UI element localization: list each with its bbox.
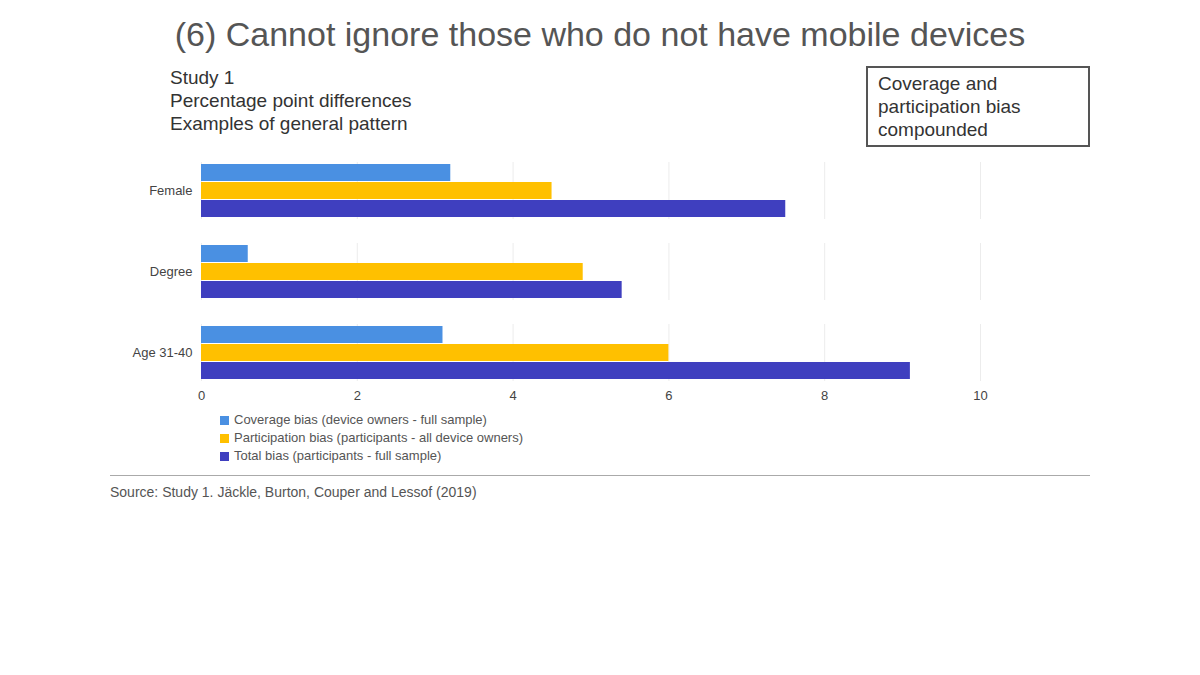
svg-text:6: 6 — [665, 388, 672, 403]
svg-text:0: 0 — [198, 388, 205, 403]
html-text:(6) Cannot ignore those who do: (6) Cannot ignore those who do not have … — [174, 15, 1026, 53]
html-text:Study 1: Study 1 — [170, 67, 235, 88]
html-text:Participation bias (participan: Participation bias (participants - all d… — [234, 430, 523, 445]
html-text:Percentage point differences: Percentage point differences — [170, 90, 412, 111]
svg-text:Age 31-40: Age 31-40 — [133, 345, 193, 360]
html-text:Total bias (participants - ful: Total bias (participants - full sample) — [234, 448, 442, 463]
svg-text:8: 8 — [821, 388, 828, 403]
html-text:Examples of general pattern: Examples of general pattern — [170, 113, 408, 134]
svg-text:4: 4 — [509, 388, 516, 403]
svg-text:Degree: Degree — [150, 264, 193, 279]
html-text:Coverage bias (device owners -: Coverage bias (device owners - full samp… — [234, 412, 487, 427]
html-text:Source: Study 1. Jäckle, Burto: Source: Study 1. Jäckle, Burton, Couper … — [110, 484, 477, 500]
svg-text:10: 10 — [973, 388, 987, 403]
svg-text:2: 2 — [354, 388, 361, 403]
html-text:Coverage and participation bia: Coverage and participation bias compound… — [878, 73, 1021, 140]
svg-text:Female: Female — [149, 183, 192, 198]
